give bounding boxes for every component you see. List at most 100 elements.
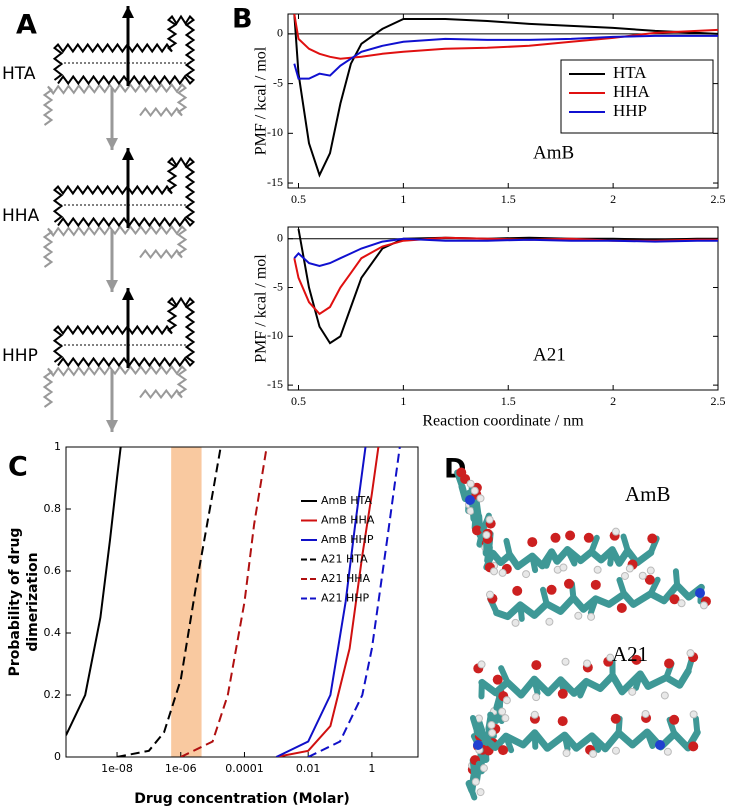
y-tick-label: -10 xyxy=(267,125,283,139)
legend-label: AmB HHP xyxy=(321,533,374,546)
x-tick-label: 1 xyxy=(400,192,406,206)
hydrogen-atom xyxy=(476,494,485,503)
molecule-bond xyxy=(498,665,511,686)
x-tick-label: 1e-06 xyxy=(165,762,197,775)
legend-label: A21 HTA xyxy=(321,553,368,566)
arrow-head xyxy=(106,420,118,432)
molecule-bond xyxy=(672,568,681,589)
molecule-bond xyxy=(529,553,539,574)
y-tick-label: 0 xyxy=(277,26,283,40)
molecule-bond xyxy=(588,732,602,753)
nitrogen-atom xyxy=(465,495,475,505)
molecule-bond xyxy=(473,760,482,781)
hydrogen-atom xyxy=(477,660,486,669)
y-tick-label: 0.6 xyxy=(44,564,62,577)
hydrogen-atom xyxy=(479,764,488,773)
hydrogen-atom xyxy=(689,710,698,719)
highlight-band xyxy=(171,447,202,757)
legend-label: AmB HHA xyxy=(321,514,375,527)
hydrogen-atom xyxy=(466,479,475,488)
x-axis-label: Drug concentration (Molar) xyxy=(134,791,350,807)
hydrogen-atom xyxy=(545,617,554,626)
oxygen-atom xyxy=(492,674,503,685)
molecule-bond xyxy=(503,537,513,558)
hydrogen-atom xyxy=(663,747,672,756)
y-tick-label: -5 xyxy=(273,279,283,293)
diagram-label: HHA xyxy=(2,206,40,226)
hydrogen-atom xyxy=(606,653,615,662)
hydrogen-atom xyxy=(699,601,708,610)
y-tick-label: 0 xyxy=(54,750,61,763)
hydrogen-atom xyxy=(628,687,637,696)
chart: 0 -5 -10 -15 0.5 1 1.5 2 2.5 A21 Reaction coordina… xyxy=(253,226,726,430)
x-tick-label: 1.5 xyxy=(501,394,516,408)
hydrogen-atom xyxy=(532,693,541,702)
legend-label: HTA xyxy=(613,63,647,82)
molecule-bond xyxy=(616,576,628,597)
arrow-head xyxy=(106,280,118,292)
hydrogen-atom xyxy=(488,728,497,737)
molecule-bond xyxy=(588,534,600,555)
y-axis-label: Probability of drug xyxy=(7,528,23,677)
oxygen-atom xyxy=(557,716,568,727)
y-tick-label: 0.8 xyxy=(44,502,62,515)
oxygen-atom xyxy=(472,525,483,536)
y-axis-label: dimerization xyxy=(25,552,41,651)
hydrogen-atom xyxy=(485,515,494,524)
molecule-bond xyxy=(469,715,481,736)
series-line xyxy=(66,447,122,736)
arrow-head xyxy=(122,288,134,300)
y-tick-label: 0.4 xyxy=(44,626,62,639)
molecule-bond xyxy=(620,533,631,554)
oxygen-atom xyxy=(546,584,557,595)
x-tick-label: 2 xyxy=(610,394,616,408)
series-line xyxy=(293,14,718,178)
oxygen-atom xyxy=(644,574,655,585)
hydrogen-atom xyxy=(502,696,511,705)
x-tick-label: 1.5 xyxy=(501,192,516,206)
hydrogen-atom xyxy=(611,527,620,536)
legend-label: HHP xyxy=(613,101,647,120)
y-axis-label: PMF / kcal / mol xyxy=(253,254,270,363)
hydrogen-atom xyxy=(574,611,583,620)
y-tick-label: -15 xyxy=(267,175,283,189)
legend-label: A21 HHP xyxy=(321,592,370,605)
black-monolayer xyxy=(52,14,196,86)
y-tick-label: -5 xyxy=(273,75,283,89)
diagram-label: HTA xyxy=(2,64,36,84)
hydrogen-atom xyxy=(490,567,499,576)
oxygen-atom xyxy=(583,532,594,543)
diagram-label: HHP xyxy=(2,346,38,366)
hydrogen-atom xyxy=(589,749,598,758)
oxygen-atom xyxy=(531,660,542,671)
oxygen-atom xyxy=(550,532,561,543)
hydrogen-atom xyxy=(641,709,650,718)
series-line xyxy=(297,228,718,345)
y-tick-label: -15 xyxy=(267,377,283,391)
molecule-bond xyxy=(531,676,541,697)
hydrogen-atom xyxy=(646,566,655,575)
annotation: A21 xyxy=(533,344,566,365)
molecule-bond xyxy=(473,499,482,520)
molecule-bond xyxy=(531,729,539,750)
oxygen-atom xyxy=(512,585,523,596)
molecule-bond xyxy=(587,595,599,616)
oxygen-atom xyxy=(616,602,627,613)
molecule-bond xyxy=(502,733,515,754)
legend-label: A21 HHA xyxy=(321,572,371,585)
series-line xyxy=(116,447,222,757)
hydrogen-atom xyxy=(562,749,571,758)
x-tick-label: 2.5 xyxy=(711,394,726,408)
series-line xyxy=(275,447,367,757)
oxygen-atom xyxy=(610,713,621,724)
plot-frame xyxy=(287,226,719,391)
x-tick-label: 0.5 xyxy=(291,394,306,408)
molecule-bond xyxy=(633,670,644,691)
x-tick-label: 1 xyxy=(400,394,406,408)
oxygen-atom xyxy=(527,537,538,548)
hydrogen-atom xyxy=(476,788,485,797)
panel-label: C xyxy=(8,452,28,483)
hydrogen-atom xyxy=(638,571,647,580)
molecule-label: A21 xyxy=(612,642,648,666)
black-monolayer xyxy=(52,156,196,228)
